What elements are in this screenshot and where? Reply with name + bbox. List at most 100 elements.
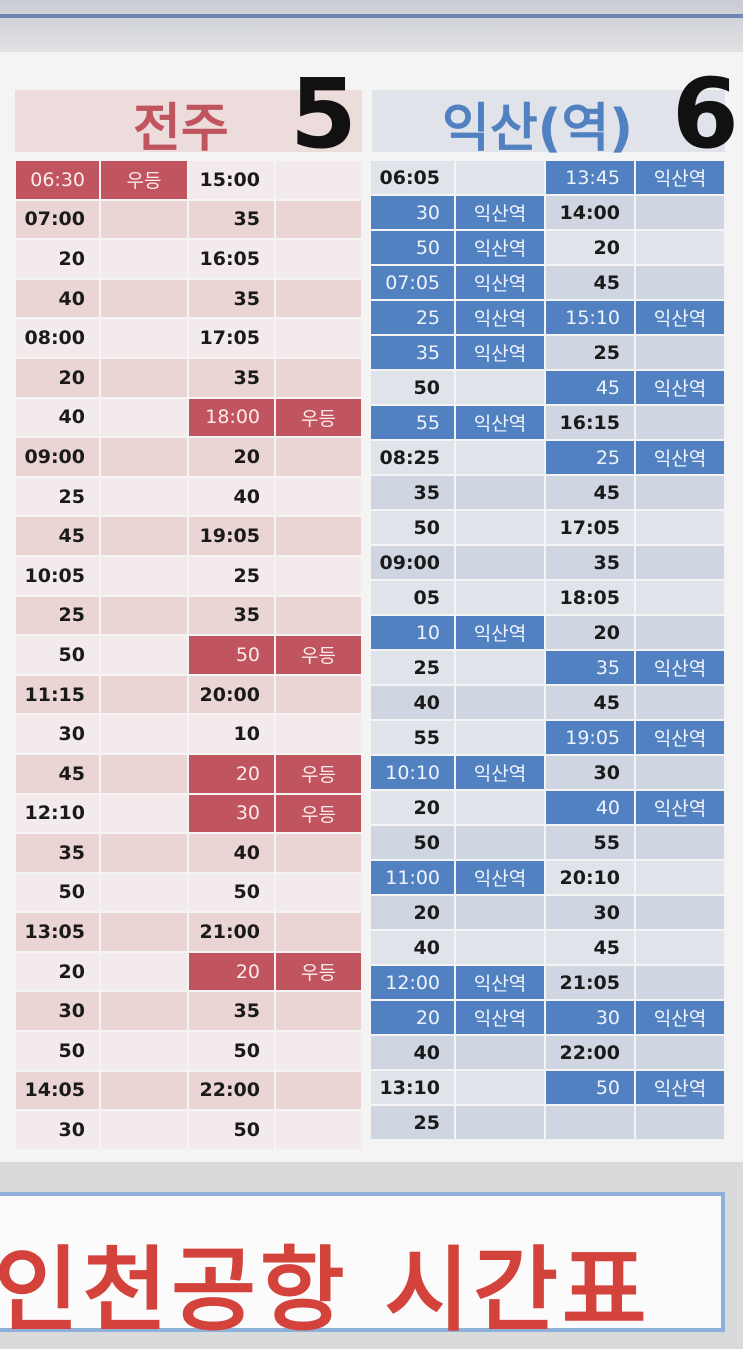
- jeonju-number: 5: [290, 58, 357, 170]
- route-note: [455, 510, 545, 545]
- departure-time: 15:10: [545, 300, 635, 335]
- route-note: [275, 160, 362, 200]
- route-note: [635, 195, 725, 230]
- departure-time: 20:00: [188, 674, 275, 715]
- route-note: 익산역: [635, 440, 725, 475]
- departure-time: 40: [15, 397, 100, 438]
- departure-time: 18:05: [545, 580, 635, 615]
- route-note: 우등: [275, 397, 362, 438]
- departure-time: 45: [545, 930, 635, 965]
- route-note: [455, 720, 545, 755]
- departure-time: 40: [188, 833, 275, 873]
- departure-time: 50: [545, 1070, 635, 1105]
- route-note: [635, 755, 725, 790]
- route-note: 익산역: [635, 300, 725, 335]
- route-note: 익산역: [455, 1000, 545, 1035]
- route-note: 익산역: [635, 370, 725, 405]
- departure-time: 50: [188, 1110, 275, 1150]
- departure-time: 14:05: [15, 1070, 100, 1111]
- route-note: [100, 357, 188, 398]
- departure-time: 20: [15, 239, 100, 279]
- route-note: [100, 714, 188, 754]
- route-note: 우등: [275, 635, 362, 675]
- departure-time: 50: [370, 230, 455, 265]
- route-note: [275, 1031, 362, 1071]
- route-note: 익산역: [455, 335, 545, 370]
- route-note: [100, 793, 188, 834]
- route-note: [635, 265, 725, 300]
- route-note: [100, 199, 188, 240]
- departure-time: 21:00: [188, 912, 275, 952]
- departure-time: 30: [188, 793, 275, 834]
- route-note: [100, 1110, 188, 1150]
- departure-time: 30: [370, 195, 455, 230]
- route-note: [455, 685, 545, 720]
- departure-time: 19:05: [545, 720, 635, 755]
- departure-time: 20: [188, 753, 275, 794]
- departure-time: 40: [370, 1035, 455, 1070]
- departure-time: 19:05: [188, 516, 275, 556]
- route-note: [275, 555, 362, 596]
- departure-time: 35: [545, 545, 635, 580]
- top-frame-line: [0, 14, 743, 18]
- route-note: [275, 239, 362, 279]
- iksan-number: 6: [672, 58, 739, 170]
- route-note: [455, 930, 545, 965]
- route-note: [275, 1110, 362, 1150]
- route-note: 우등: [275, 753, 362, 794]
- route-note: [100, 595, 188, 636]
- route-note: 익산역: [635, 720, 725, 755]
- departure-time: 25: [370, 650, 455, 685]
- route-note: [100, 239, 188, 279]
- route-note: [635, 580, 725, 615]
- route-note: [100, 674, 188, 715]
- departure-time: 20: [370, 1000, 455, 1035]
- iksan-title: 익산(역): [442, 99, 634, 159]
- route-note: 익산역: [635, 160, 725, 195]
- departure-time: 40: [370, 930, 455, 965]
- departure-time: 16:05: [188, 239, 275, 279]
- route-note: [275, 199, 362, 240]
- route-note: [635, 685, 725, 720]
- departure-time: 25: [188, 555, 275, 596]
- route-note: [100, 397, 188, 438]
- route-note: 익산역: [635, 1000, 725, 1035]
- jeonju-timetable: 06:30 우등 15:00 07:00 35 20 16:05 40 35 08:00 17:05…: [15, 160, 362, 1150]
- departure-time: 40: [545, 790, 635, 825]
- departure-time: 30: [545, 1000, 635, 1035]
- departure-time: 20: [545, 615, 635, 650]
- departure-time: 50: [188, 1031, 275, 1071]
- departure-time: 11:15: [15, 674, 100, 715]
- route-note: [635, 1035, 725, 1070]
- departure-time: 55: [370, 405, 455, 440]
- route-note: [635, 230, 725, 265]
- route-note: [455, 475, 545, 510]
- departure-time: 45: [545, 685, 635, 720]
- departure-time: 05: [370, 580, 455, 615]
- departure-time: 07:00: [15, 199, 100, 240]
- route-note: 우등: [275, 951, 362, 992]
- departure-time: 30: [545, 895, 635, 930]
- departure-time: 45: [545, 265, 635, 300]
- departure-time: 45: [545, 475, 635, 510]
- route-note: [275, 595, 362, 636]
- departure-time: 09:00: [15, 437, 100, 477]
- departure-time: 25: [15, 595, 100, 636]
- departure-time: 10: [188, 714, 275, 754]
- route-note: [455, 650, 545, 685]
- departure-time: 13:45: [545, 160, 635, 195]
- departure-time: 14:00: [545, 195, 635, 230]
- departure-time: 50: [370, 510, 455, 545]
- departure-time: 08:00: [15, 318, 100, 358]
- route-note: [275, 278, 362, 319]
- route-note: [455, 545, 545, 580]
- route-note: [100, 833, 188, 873]
- departure-time: 06:30: [15, 160, 100, 200]
- departure-time: 20: [15, 951, 100, 992]
- departure-time: 10:05: [15, 555, 100, 596]
- route-note: 익산역: [455, 300, 545, 335]
- route-note: [455, 370, 545, 405]
- departure-time: 10:10: [370, 755, 455, 790]
- departure-time: 55: [545, 825, 635, 860]
- departure-time: 35: [188, 595, 275, 636]
